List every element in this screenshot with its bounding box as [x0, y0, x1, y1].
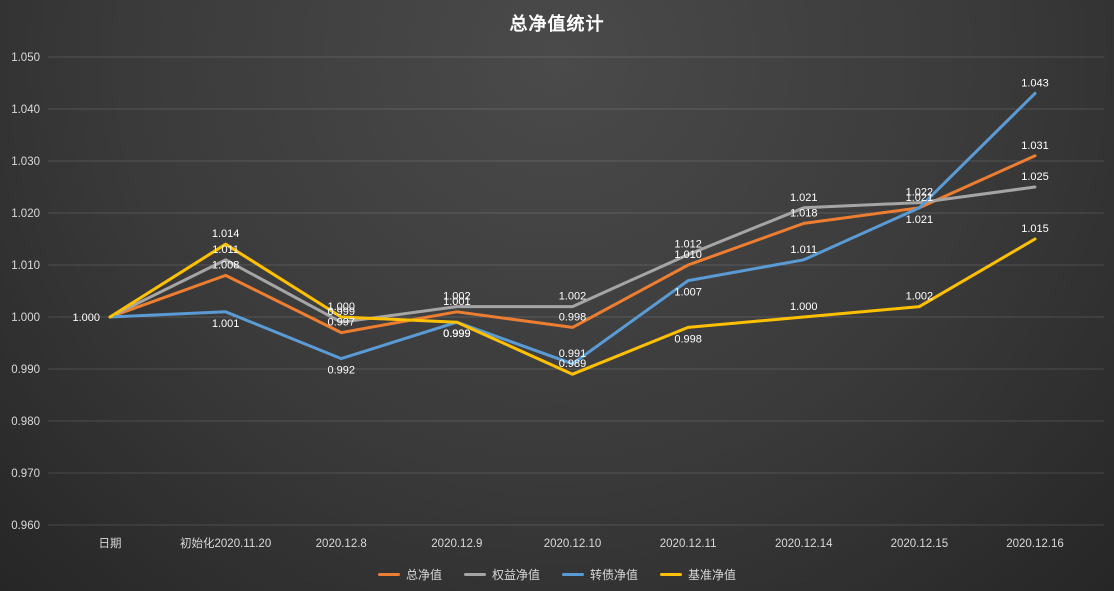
y-axis-tick-label: 1.030	[11, 156, 40, 168]
data-label: 1.012	[674, 239, 702, 251]
legend-swatch	[463, 573, 486, 576]
legend-label: 基准净值	[688, 568, 737, 582]
legend-label: 总净值	[405, 568, 442, 582]
data-label: 0.992	[327, 365, 355, 377]
x-axis-tick-label: 2020.12.11	[660, 538, 717, 550]
y-axis-tick-label: 1.000	[11, 312, 40, 324]
data-label: 1.021	[790, 192, 818, 204]
data-label: 0.999	[443, 328, 471, 340]
data-label: 1.010	[674, 249, 702, 261]
data-label: 1.018	[790, 207, 818, 219]
data-label: 0.991	[559, 348, 587, 360]
data-label: 1.014	[212, 228, 240, 240]
data-label: 1.011	[790, 244, 817, 256]
y-axis-tick-label: 0.990	[11, 364, 40, 376]
data-label: 1.002	[443, 291, 471, 303]
legend-item-权益净值[interactable]: 权益净值	[463, 566, 540, 583]
data-label: 1.001	[443, 296, 471, 308]
data-label: 1.025	[1021, 171, 1049, 183]
series-line-转债净值[interactable]	[108, 91, 1037, 366]
data-label: 1.043	[1021, 77, 1049, 89]
data-label: 1.007	[674, 287, 702, 299]
x-axis-tick-label: 2020.12.14	[775, 538, 833, 550]
series-line-总净值[interactable]	[108, 154, 1037, 335]
y-axis-tick-label: 1.010	[11, 260, 40, 272]
data-label: 1.031	[1021, 140, 1049, 152]
data-label: 1.002	[906, 291, 934, 303]
data-label: 1.002	[559, 291, 587, 303]
data-label: 1.021	[906, 214, 934, 226]
data-label: 0.989	[559, 358, 587, 370]
data-label: 0.998	[674, 333, 702, 345]
x-axis-tick-label: 2020.12.8	[316, 538, 367, 550]
x-axis-tick-label: 2020.12.15	[891, 538, 949, 550]
data-label: 1.021	[906, 192, 934, 204]
x-axis-tick-label: 日期	[99, 537, 122, 550]
data-label: 0.998	[559, 311, 587, 323]
data-label: 1.000	[790, 301, 818, 313]
series-line-基准净值[interactable]	[108, 237, 1037, 376]
y-axis-tick-label: 1.040	[11, 104, 40, 116]
x-axis-tick-label: 2020.12.16	[1006, 538, 1064, 550]
chart-title: 总净值统计	[509, 14, 605, 34]
legend-swatch	[562, 573, 584, 576]
data-label: 1.000	[327, 301, 355, 313]
x-axis-tick-label: 2020.12.10	[544, 538, 602, 550]
legend-swatch	[660, 573, 683, 576]
legend-item-总净值[interactable]: 总净值	[377, 566, 442, 583]
x-axis-tick-label: 2020.12.9	[431, 538, 482, 550]
data-label: 1.008	[212, 259, 240, 271]
legend-label: 权益净值	[491, 568, 540, 582]
y-axis-tick-label: 1.020	[11, 208, 40, 220]
x-axis-tick-label: 初始化2020.11.20	[180, 536, 271, 550]
data-label: 1.000	[72, 312, 100, 324]
data-label: 1.022	[906, 187, 934, 199]
data-label: 1.015	[1021, 223, 1049, 235]
data-label: 0.999	[327, 306, 355, 318]
legend-item-转债净值[interactable]: 转债净值	[562, 566, 638, 583]
data-label: 0.997	[327, 317, 355, 329]
y-axis-tick-label: 1.050	[11, 52, 40, 64]
data-label: 1.001	[212, 318, 240, 330]
legend-item-基准净值[interactable]: 基准净值	[660, 566, 736, 583]
y-axis-tick-label: 0.970	[11, 468, 40, 480]
chart-legend: 总净值 权益净值 转债净值 基准净值	[0, 566, 1114, 583]
legend-swatch	[377, 573, 400, 576]
data-label: 0.999	[443, 328, 471, 340]
y-axis-tick-label: 0.960	[11, 520, 40, 532]
data-label: 1.011	[212, 244, 239, 256]
legend-label: 转债净值	[590, 568, 639, 582]
series-line-权益净值[interactable]	[108, 185, 1037, 324]
y-axis-tick-label: 0.980	[11, 416, 40, 428]
